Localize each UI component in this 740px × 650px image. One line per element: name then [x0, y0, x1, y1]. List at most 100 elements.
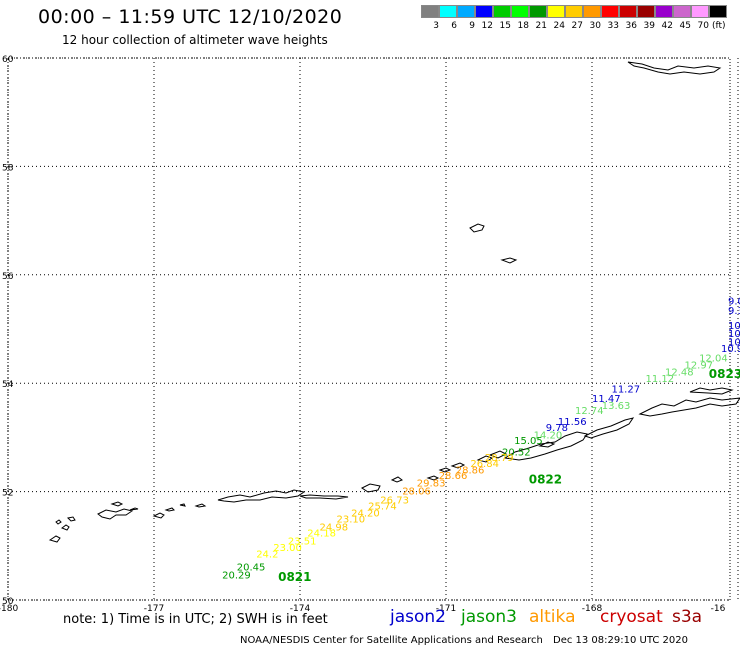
coastline-pribilof-st-george — [500, 257, 518, 264]
coastline-umnak-unalaska — [503, 431, 588, 461]
wave-height-label: 28.79 — [485, 453, 514, 464]
wave-height-label: 26.73 — [380, 496, 409, 507]
wave-height-label: 9.0 — [728, 297, 740, 308]
lat-tick-label: 60 — [2, 55, 14, 65]
pass-id-label: 0822 — [529, 472, 562, 486]
legend-label: 33 — [607, 21, 619, 31]
coastline-andreanof — [361, 476, 404, 493]
map-title: 00:00 – 11:59 UTC 12/10/2020 — [38, 6, 343, 28]
wave-height-label: 24.98 — [319, 523, 348, 534]
legend-label: 36 — [625, 21, 637, 31]
legend-swatch — [709, 5, 727, 18]
legend-label: 9 — [469, 21, 475, 31]
lat-tick-label: 50 — [2, 597, 14, 607]
legend-swatch — [457, 5, 475, 18]
wave-height-label: 20.45 — [237, 563, 266, 574]
legend-swatch — [655, 5, 673, 18]
wave-height-label: 25.74 — [368, 501, 397, 512]
legend-swatch — [691, 5, 709, 18]
legend-swatch — [439, 5, 457, 18]
legend-swatch — [475, 5, 493, 18]
legend-swatches — [421, 5, 727, 18]
legend-swatch — [493, 5, 511, 18]
wave-height-label: 9.31 — [728, 306, 740, 317]
wave-height-label: 24.18 — [307, 529, 336, 540]
lon-tick-label: -180 — [0, 604, 18, 614]
wave-height-label: 12.48 — [665, 368, 694, 379]
footer-note: note: 1) Time is in UTC; 2) SWH is in fe… — [63, 612, 328, 627]
coastline-bristol-bay — [627, 61, 722, 75]
satellite-s3a: s3a — [672, 607, 703, 627]
legend-label: 39 — [643, 21, 655, 31]
wave-height-label: 24.2 — [256, 550, 278, 561]
satellite-jason2: jason2 — [390, 607, 446, 627]
lon-tick-label: -171 — [436, 604, 456, 614]
wave-height-label: 10.14 — [728, 329, 740, 340]
coastline-aleutian-rat — [152, 503, 207, 519]
wave-height-label: 20.29 — [222, 570, 251, 581]
wave-height-label: 10.98 — [721, 344, 740, 355]
legend-swatch — [421, 5, 439, 18]
coastline-aleutian-west — [48, 516, 76, 543]
lon-tick-label: -174 — [290, 604, 311, 614]
legend-swatch — [529, 5, 547, 18]
wave-height-label: 29.83 — [417, 479, 446, 490]
altimeter-track-labels: 9.09.3110.0810.1410.9110.9812.0412.9712.… — [222, 297, 740, 582]
coastline — [48, 61, 740, 543]
wave-height-label: 12.74 — [575, 406, 604, 417]
legend-unit: (ft) — [712, 21, 726, 31]
pass-id-labels: 0823 0822 0821 — [278, 367, 740, 584]
coastline-unimak — [583, 417, 635, 439]
wave-height-label: 11.27 — [611, 384, 640, 395]
legend-label: 12 — [481, 21, 493, 31]
lon-tick-label: -168 — [582, 604, 603, 614]
wave-height-label: 13.63 — [602, 401, 631, 412]
legend-swatch — [619, 5, 637, 18]
legend-labels: 3 6 9 12 15 18 21 24 27 30 33 36 39 42 45 70 — [421, 21, 727, 31]
pass-id-label: 0821 — [278, 570, 311, 584]
pass-id-label: 0823 — [709, 367, 740, 381]
legend-swatch — [565, 5, 583, 18]
credit-line: NOAA/NESDIS Center for Satellite Applica… — [240, 635, 543, 646]
wave-height-label: 23.10 — [337, 514, 366, 525]
satellite-altika: altika — [529, 607, 576, 627]
legend-label: 70 — [697, 21, 709, 31]
wave-height-label: 20.52 — [502, 447, 531, 458]
wave-height-label: 11.12 — [646, 374, 675, 385]
legend-label: 30 — [589, 21, 601, 31]
wave-height-label: 9.78 — [546, 423, 568, 434]
color-legend: 3 6 9 12 15 18 21 24 27 30 33 36 39 42 45 70 (ft) — [421, 5, 727, 31]
lat-tick-label: 56 — [2, 272, 14, 282]
legend-label: 6 — [451, 21, 457, 31]
wave-height-label: 12.97 — [684, 361, 713, 372]
satellite-jason3: jason3 — [461, 607, 517, 627]
coastline-aleutian-near — [97, 501, 139, 520]
coastline-adak — [217, 489, 349, 503]
coastline-alaska-peninsula — [638, 387, 740, 417]
wave-height-label: 10.08 — [728, 321, 740, 332]
legend-label: 24 — [553, 21, 565, 31]
wave-height-label: 10.91 — [728, 337, 740, 348]
wave-height-label: 12.04 — [699, 354, 728, 365]
wave-height-label: 23.00 — [273, 543, 302, 554]
legend-swatch — [601, 5, 619, 18]
legend-swatch — [511, 5, 529, 18]
wave-height-label: 15.05 — [514, 436, 543, 447]
coastline-islands-of-four-mountains — [426, 450, 508, 481]
wave-height-label: 14.20 — [534, 430, 563, 441]
legend-swatch — [583, 5, 601, 18]
legend-label: 15 — [499, 21, 511, 31]
wave-height-label: 24.20 — [351, 509, 380, 520]
lat-tick-label: 58 — [2, 163, 14, 173]
legend-label: 18 — [517, 21, 529, 31]
legend-label: 45 — [679, 21, 691, 31]
wave-height-label: 11.47 — [592, 394, 621, 405]
wave-height-label: 28.86 — [456, 466, 485, 477]
legend-label: 3 — [433, 21, 439, 31]
lon-tick-label: -16 — [711, 604, 726, 614]
legend-swatch — [673, 5, 691, 18]
legend-swatch — [547, 5, 565, 18]
coastline-pribilof-st-paul — [469, 223, 485, 233]
wave-height-label: 28.06 — [402, 486, 431, 497]
